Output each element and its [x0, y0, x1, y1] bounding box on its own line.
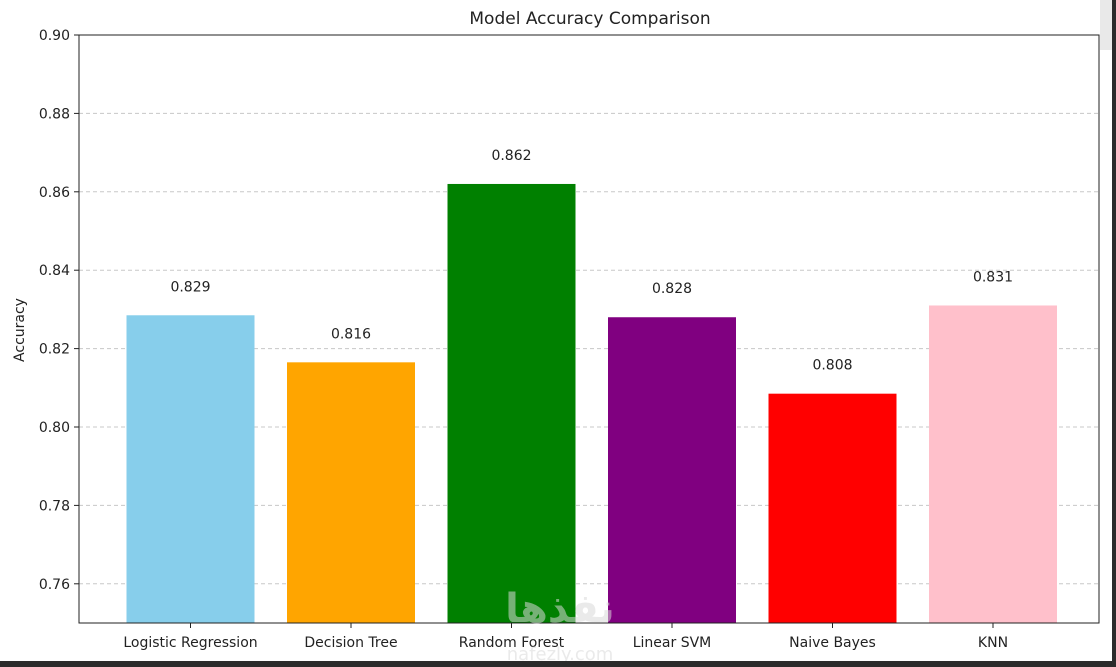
watermark-logo: نفذها nafezly.com: [505, 586, 615, 665]
y-tick-label: 0.90: [39, 28, 70, 44]
y-axis-label: Accuracy: [12, 298, 28, 362]
watermark-text-latin: nafezly.com: [507, 644, 614, 665]
y-tick-label: 0.88: [39, 106, 70, 122]
bars: [126, 183, 1057, 623]
x-tick-label: Naive Bayes: [789, 635, 876, 651]
chart-title: Model Accuracy Comparison: [469, 9, 710, 29]
y-tick-label: 0.80: [39, 420, 70, 436]
y-tick-label: 0.78: [39, 498, 70, 514]
value-label: 0.831: [973, 269, 1013, 285]
x-tick-label: Linear SVM: [633, 635, 712, 651]
bar-decision-tree: [287, 362, 415, 623]
bar-logistic-regression: [126, 315, 255, 623]
y-tick-label: 0.76: [39, 577, 70, 593]
x-tick-label: Logistic Regression: [123, 635, 257, 651]
x-tick-label: Decision Tree: [304, 635, 397, 651]
plot-frame: [78, 34, 1100, 624]
y-ticks: 0.76 0.78 0.80 0.82 0.84 0.86 0.88 0.90: [39, 28, 79, 593]
y-tick-label: 0.86: [39, 185, 70, 201]
value-label: 0.808: [812, 358, 852, 374]
bar-knn: [929, 305, 1057, 623]
y-tick-label: 0.84: [39, 263, 70, 279]
value-label: 0.829: [170, 279, 210, 295]
bar-naive-bayes: [768, 393, 897, 623]
watermark-text-arabic: نفذها: [505, 586, 615, 632]
bar-linear-svm: [608, 317, 736, 623]
window-edge-bottom: [0, 661, 1116, 667]
x-tick-label: KNN: [978, 635, 1008, 651]
y-tick-label: 0.82: [39, 342, 70, 358]
x-tick-label: Random Forest: [459, 635, 565, 651]
value-label: 0.862: [491, 148, 531, 164]
value-labels: 0.829 0.816 0.862 0.828 0.808 0.831: [170, 148, 1013, 374]
value-label: 0.816: [331, 326, 371, 342]
value-label: 0.828: [652, 281, 692, 297]
window-edge-right: [1112, 0, 1116, 667]
window-edge-highlight: [1100, 0, 1112, 50]
bar-random-forest: [447, 183, 576, 623]
x-ticks: Logistic Regression Decision Tree Random F…: [123, 623, 1008, 651]
